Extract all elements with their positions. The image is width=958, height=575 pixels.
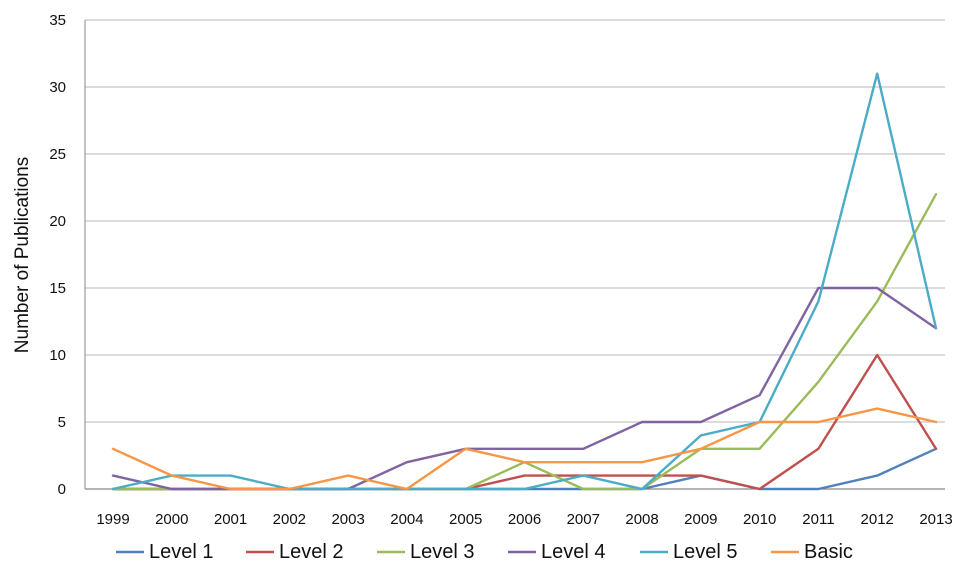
legend-label: Level 1 [149,541,214,563]
gridlines [85,19,945,490]
series-lines [111,72,938,491]
series-line-level-5 [111,72,938,491]
x-axis: 1999 2000 2001 2002 2003 2004 2005 2006 2007 2008… [96,511,952,528]
legend-label: Level 5 [673,541,738,563]
y-tick-label: 35 [49,12,66,29]
y-tick-label: 15 [49,280,66,297]
y-tick-label: 30 [49,79,66,96]
x-tick-label: 2003 [331,511,364,528]
x-tick-label: 2007 [567,511,600,528]
x-tick-label: 2006 [508,511,541,528]
legend-label: Level 3 [410,541,475,563]
x-tick-label: 2004 [390,511,423,528]
y-tick-label: 5 [58,414,66,431]
x-tick-label: 2012 [861,511,894,528]
x-tick-label: 2010 [743,511,776,528]
x-tick-label: 2000 [155,511,188,528]
y-axis-title: Number of Publications [12,157,33,353]
y-axis: 0 5 10 15 20 25 30 35 [49,12,66,498]
x-tick-label: 1999 [96,511,129,528]
series-line-level-3 [111,192,938,491]
series-line-basic [111,407,938,491]
y-tick-label: 0 [58,481,66,498]
y-tick-label: 25 [49,146,66,163]
series-line-level-1 [111,447,938,491]
legend-label: Level 4 [541,541,606,563]
x-tick-label: 2008 [625,511,658,528]
x-tick-label: 2009 [684,511,717,528]
x-tick-label: 2013 [919,511,952,528]
legend: Level 1 Level 2 Level 3 Level 4 Level 5 Basic [116,541,853,563]
legend-label: Basic [804,541,853,563]
legend-label: Level 2 [279,541,344,563]
x-tick-label: 2001 [214,511,247,528]
x-tick-label: 2011 [802,511,834,528]
y-tick-label: 10 [49,347,66,364]
y-tick-label: 20 [49,213,66,230]
x-tick-label: 2002 [273,511,306,528]
x-tick-label: 2005 [449,511,482,528]
